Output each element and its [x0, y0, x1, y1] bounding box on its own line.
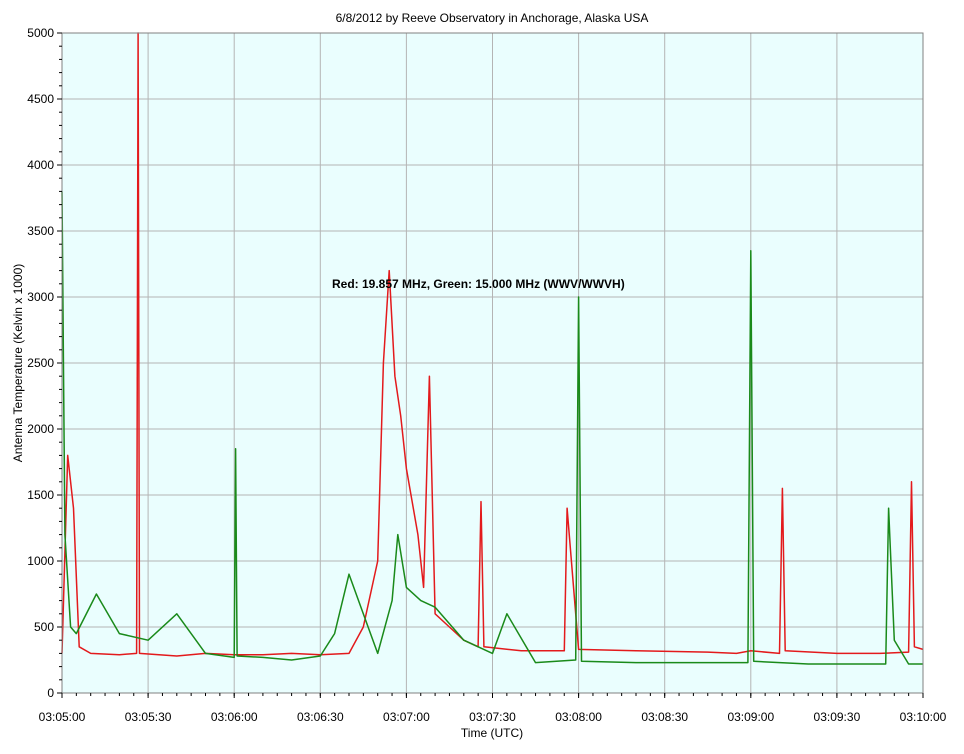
y-tick-label: 2500 — [27, 356, 54, 370]
x-tick-label: 03:05:00 — [39, 710, 86, 724]
x-tick-label: 03:09:30 — [814, 710, 861, 724]
x-tick-label: 03:07:30 — [469, 710, 516, 724]
y-tick-label: 3500 — [27, 224, 54, 238]
x-tick-label: 03:09:00 — [727, 710, 774, 724]
x-tick-label: 03:07:00 — [383, 710, 430, 724]
series-line-0 — [61, 32, 924, 657]
series-layer — [61, 32, 924, 665]
y-tick-label: 3000 — [27, 290, 54, 304]
y-tick-label: 0 — [47, 686, 54, 700]
chart-title: 6/8/2012 by Reeve Observatory in Anchora… — [336, 11, 649, 25]
series-line-1 — [61, 191, 923, 665]
chart-annotation: Red: 19.857 MHz, Green: 15.000 MHz (WWV/… — [332, 277, 625, 291]
y-tick-label: 1000 — [27, 554, 54, 568]
x-tick-label: 03:05:30 — [125, 710, 172, 724]
y-tick-label: 4000 — [27, 158, 54, 172]
y-axis-label: Antenna Temperature (Kelvin x 1000) — [11, 264, 25, 463]
y-tick-label: 1500 — [27, 488, 54, 502]
x-tick-label: 03:08:00 — [555, 710, 602, 724]
y-tick-label: 4500 — [27, 92, 54, 106]
x-tick-label: 03:10:00 — [900, 710, 947, 724]
x-tick-label: 03:06:30 — [297, 710, 344, 724]
x-tick-label: 03:06:00 — [211, 710, 258, 724]
axes: 03:05:00 03:05:30 03:06:00 03:06:30 03:07:00… — [27, 26, 946, 724]
y-tick-label: 5000 — [27, 26, 54, 40]
y-tick-label: 500 — [34, 620, 54, 634]
x-axis-label: Time (UTC) — [461, 726, 523, 740]
x-tick-label: 03:08:30 — [641, 710, 688, 724]
y-tick-label: 2000 — [27, 422, 54, 436]
